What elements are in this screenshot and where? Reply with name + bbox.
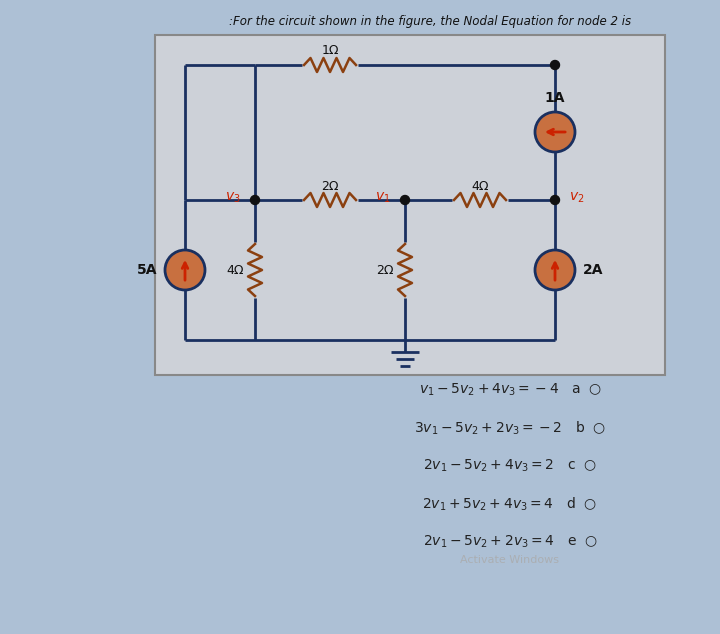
Bar [155, 35, 665, 375]
Text: Activate Windows: Activate Windows [461, 555, 559, 565]
Text: $v_1 - 5v_2 + 4v_3 = -4$   a  ○: $v_1 - 5v_2 + 4v_3 = -4$ a ○ [418, 382, 601, 398]
Text: 4Ω: 4Ω [472, 179, 489, 193]
Text: $2v_1 + 5v_2 + 4v_3 = 4$   d  ○: $2v_1 + 5v_2 + 4v_3 = 4$ d ○ [423, 495, 598, 513]
Circle shape [251, 195, 259, 205]
Circle shape [535, 250, 575, 290]
Text: $v_1$: $v_1$ [375, 191, 391, 205]
Text: $v_2$: $v_2$ [570, 191, 585, 205]
Circle shape [400, 195, 410, 205]
Text: 2A: 2A [582, 263, 603, 277]
Text: :For the circuit shown in the figure, the Nodal Equation for node 2 is: :For the circuit shown in the figure, th… [229, 15, 631, 29]
Text: 2Ω: 2Ω [377, 264, 394, 276]
Text: 1Ω: 1Ω [321, 44, 338, 58]
Text: $3v_1 - 5v_2 + 2v_3 = -2$   b  ○: $3v_1 - 5v_2 + 2v_3 = -2$ b ○ [414, 419, 606, 437]
Text: $2v_1 - 5v_2 + 4v_3 = 2$   c  ○: $2v_1 - 5v_2 + 4v_3 = 2$ c ○ [423, 458, 597, 474]
Circle shape [551, 195, 559, 205]
Circle shape [535, 112, 575, 152]
Circle shape [165, 250, 205, 290]
Text: 5A: 5A [137, 263, 157, 277]
Text: $v_3$: $v_3$ [225, 191, 240, 205]
Text: $2v_1 - 5v_2 + 2v_3 = 4$   e  ○: $2v_1 - 5v_2 + 2v_3 = 4$ e ○ [423, 534, 598, 550]
Text: 4Ω: 4Ω [226, 264, 244, 276]
Circle shape [551, 60, 559, 70]
Text: 1A: 1A [545, 91, 565, 105]
Text: 2Ω: 2Ω [321, 179, 338, 193]
